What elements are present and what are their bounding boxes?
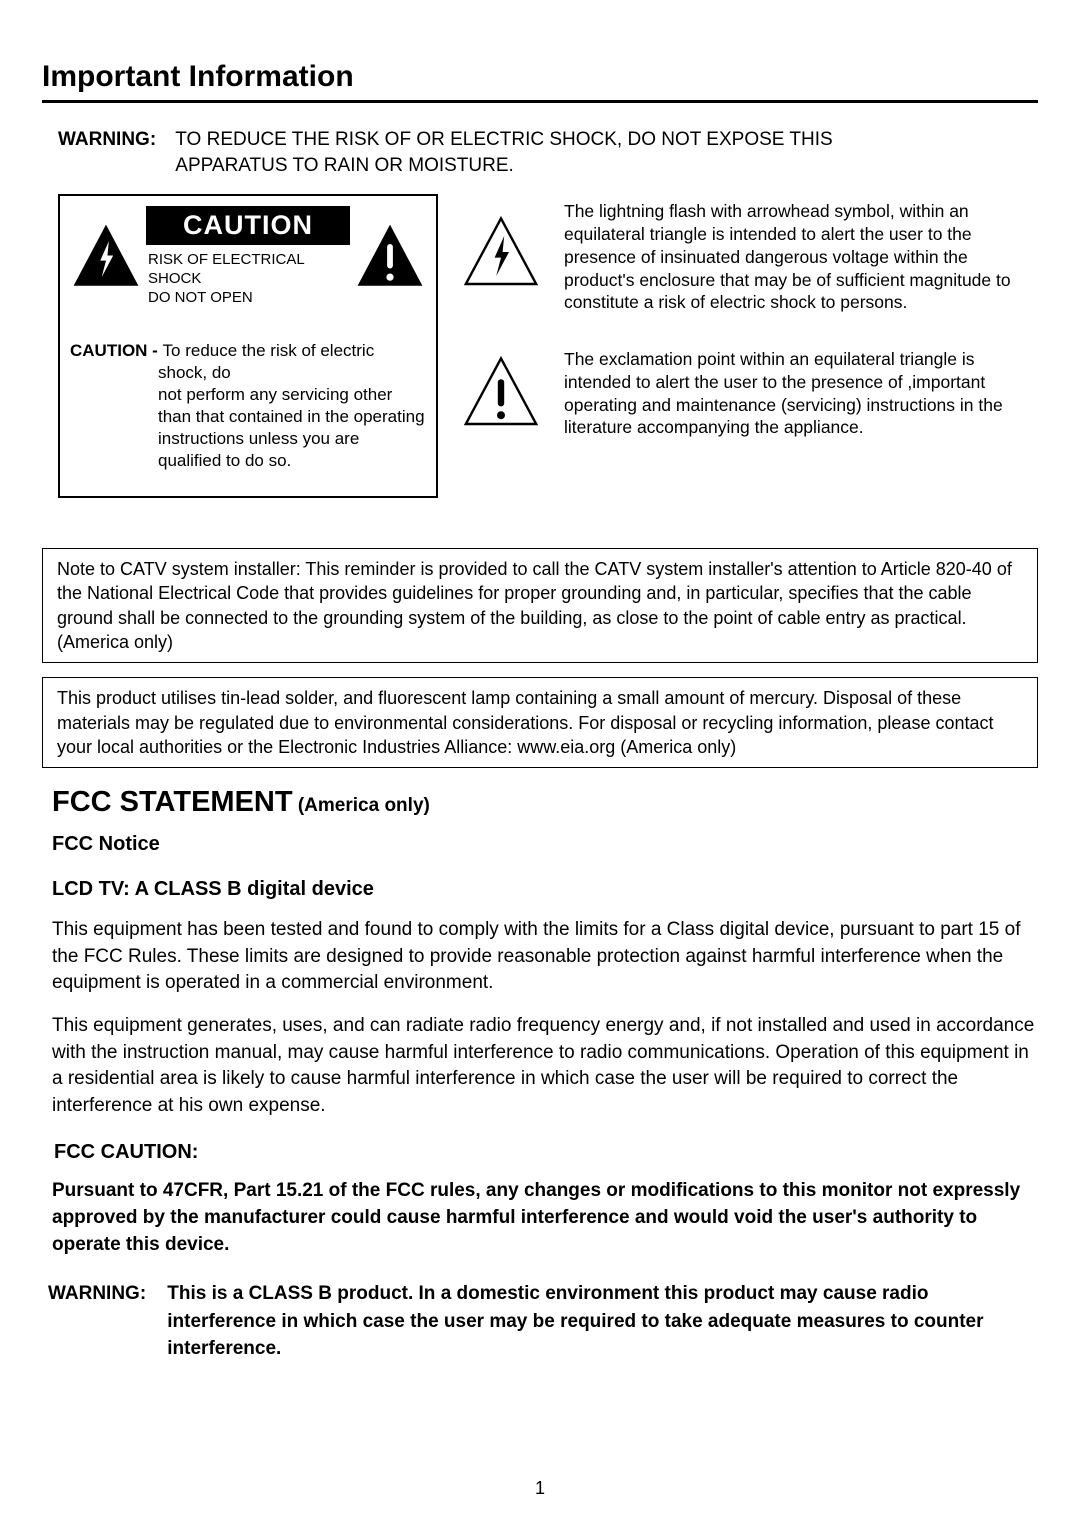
fcc-warning-text: This is a CLASS B product. In a domestic… [167,1280,1007,1363]
lightning-description: The lightning flash with arrowhead symbo… [564,200,1038,314]
fcc-notice-heading: FCC Notice [52,833,1038,856]
fcc-para-1: This equipment has been tested and found… [52,917,1038,997]
caution-top-row: CAUTION RISK OF ELECTRICAL SHOCK DO NOT … [70,206,426,307]
caution-body-rest: not perform any servicing other than tha… [70,384,426,472]
fcc-device-heading: LCD TV: A CLASS B digital device [52,878,1038,901]
symbol-descriptions: The lightning flash with arrowhead symbo… [564,194,1038,498]
lightning-filled-icon [70,221,142,293]
caution-sub-line1: RISK OF ELECTRICAL SHOCK [148,251,304,287]
caution-sub-line2: DO NOT OPEN [148,289,253,306]
fcc-warning-label: WARNING: [48,1280,162,1308]
fcc-warning-block: WARNING: This is a CLASS B product. In a… [48,1280,1038,1363]
exclaim-description: The exclamation point within an equilate… [564,348,1038,439]
caution-banner: CAUTION [146,206,350,245]
exclaim-outline-icon [461,352,541,432]
catv-note-box: Note to CATV system installer: This remi… [42,548,1038,663]
caution-subtext: RISK OF ELECTRICAL SHOCK DO NOT OPEN [146,245,350,307]
caution-box: CAUTION RISK OF ELECTRICAL SHOCK DO NOT … [58,194,438,498]
caution-section: CAUTION RISK OF ELECTRICAL SHOCK DO NOT … [58,194,1038,498]
warning-label: WARNING: [58,127,170,153]
lightning-outline-icon [461,212,541,292]
page-number: 1 [0,1478,1080,1499]
mercury-note-box: This product utilises tin-lead solder, a… [42,677,1038,768]
fcc-caution-heading: FCC CAUTION: [54,1141,1038,1164]
caution-body-label: CAUTION - [70,341,163,360]
fcc-heading-suffix: (America only) [293,795,430,816]
fcc-heading: FCC STATEMENT (America only) [52,786,1038,819]
caution-body-line1: To reduce the risk of electric shock, do [158,341,374,382]
symbol-column [456,194,546,498]
warning-text: TO REDUCE THE RISK OF OR ELECTRIC SHOCK,… [175,127,935,178]
fcc-heading-main: FCC STATEMENT [52,786,293,818]
fcc-caution-para: Pursuant to 47CFR, Part 15.21 of the FCC… [52,1178,1038,1258]
caution-body-text: CAUTION - To reduce the risk of electric… [70,340,426,473]
page-title: Important Information [42,60,1038,103]
warning-line: WARNING: TO REDUCE THE RISK OF OR ELECTR… [58,127,1038,178]
exclaim-filled-icon [354,221,426,293]
fcc-para-2: This equipment generates, uses, and can … [52,1013,1038,1119]
